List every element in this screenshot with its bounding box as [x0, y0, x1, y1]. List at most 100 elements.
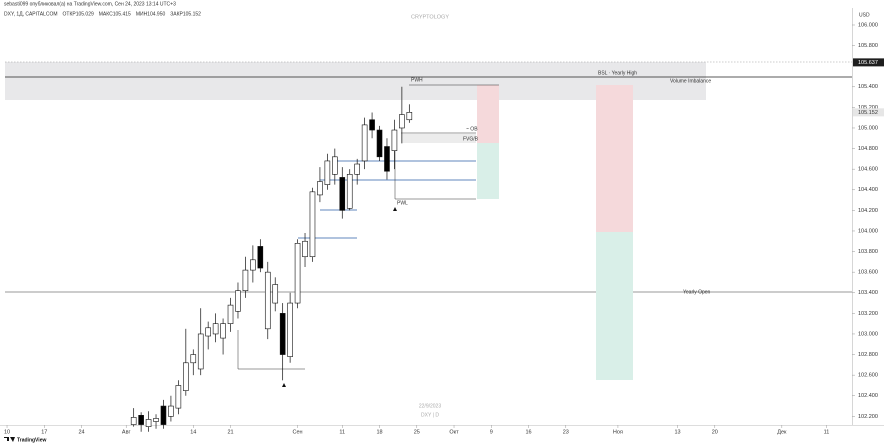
y-tick-label: 105.000 [858, 125, 878, 131]
y-tick-label: 102.200 [858, 414, 878, 420]
candle-body [302, 240, 308, 258]
reward-zone [477, 143, 499, 199]
candle-body [160, 405, 167, 425]
x-tick-label: Ноя [613, 429, 623, 435]
risk-zone [477, 85, 499, 143]
currency: USD [859, 12, 870, 18]
candle-body [205, 327, 211, 337]
x-tick-label: 14 [190, 429, 196, 435]
x-tick-label: 24 [78, 429, 84, 435]
candle-body [361, 124, 368, 162]
candle-body [324, 160, 331, 185]
marker [282, 383, 286, 387]
y-tick-label: 102.600 [858, 373, 878, 379]
candle-body [190, 354, 197, 364]
y-tick-label: 103.000 [858, 331, 878, 337]
symbol-info-item: МАКС105.415 [99, 11, 131, 17]
x-tick-label: 18 [376, 429, 382, 435]
candle-body [227, 304, 234, 324]
y-tick-label: 103.600 [858, 270, 878, 276]
x-tick-label: Сен [293, 429, 303, 435]
candle-body [264, 271, 271, 330]
y-tick-label: 105.200 [858, 105, 878, 111]
x-tick-label: 13 [674, 429, 680, 435]
candle-body [257, 246, 264, 269]
candle-body [130, 417, 137, 425]
price-label: 105.152 [858, 110, 878, 116]
x-tick-label: 11 [339, 429, 345, 435]
candle-body [369, 119, 375, 131]
candle-body [242, 269, 249, 292]
price-label-box [853, 58, 884, 67]
x-tick-label: 17 [41, 429, 47, 435]
candle-body [220, 323, 226, 339]
candle-body [197, 333, 204, 370]
candle-body [272, 284, 279, 304]
symbol-info: DXY, 1Д, CAPITALCOM ОТКР105.029 МАКС105.41… [4, 11, 201, 17]
candle-body [145, 419, 152, 427]
x-tick-label: 25 [414, 429, 420, 435]
candle-body [235, 290, 241, 312]
symbol-info-item: ЗАКР105.152 [170, 11, 201, 17]
header: sebasti099 опубликовал(а) на TradingView… [4, 1, 176, 7]
annotation: FVG/B [463, 136, 479, 142]
annotation: PWH [411, 77, 423, 83]
annotation: BSL · Yearly High [598, 70, 637, 76]
y-tick-label: 104.000 [858, 228, 878, 234]
x-tick-label: Дек [777, 429, 787, 435]
x-tick-label: 10 [4, 429, 10, 435]
candle-body [399, 114, 405, 129]
annotation: PWL [397, 200, 408, 206]
symbol-info-item: DXY, 1Д, CAPITALCOM [4, 11, 58, 17]
reward-zone [596, 232, 633, 380]
x-tick-label: 23 [563, 429, 569, 435]
risk-zone [596, 85, 633, 232]
candle-body [332, 156, 338, 175]
candle-body [212, 323, 219, 335]
x-tick-label: 11 [824, 429, 830, 435]
annotation: Yearly Open [683, 289, 711, 295]
candle-body [317, 181, 323, 196]
footer-date: 22/9/2023 [419, 403, 441, 409]
fvg-zone [401, 134, 476, 143]
candle-body [279, 313, 286, 355]
watermark: CRYPTOLOGY [411, 14, 449, 20]
candle-body [153, 418, 159, 422]
axes: 106.000 105.800 105.400 105.200 105.000 104.8… [4, 22, 884, 435]
y-tick-label: 104.200 [858, 208, 878, 214]
candle-body [406, 112, 413, 121]
logo-icon [4, 437, 15, 442]
x-tick-label: 21 [227, 429, 233, 435]
volume-imbalance-zone [5, 62, 706, 100]
candle-body [287, 302, 293, 357]
candle-body [354, 163, 360, 175]
x-tick-label: 16 [525, 429, 531, 435]
x-tick-label: 9 [490, 429, 493, 435]
candle-body [384, 146, 390, 172]
marker [393, 207, 397, 211]
x-tick-label: Авг [122, 429, 131, 435]
plot [130, 86, 413, 432]
symbol-info-item: МИН104.950 [136, 11, 166, 17]
y-tick-label: 103.800 [858, 249, 878, 255]
candle-body [339, 177, 346, 211]
y-tick-label: 104.400 [858, 187, 878, 193]
price-label: 105.637 [858, 60, 878, 66]
y-tick-label: 104.600 [858, 167, 878, 173]
candle-body [376, 129, 383, 158]
candle-body [168, 405, 174, 417]
footer-symbol: DXY | D [421, 412, 439, 418]
candle-body [391, 129, 398, 151]
y-tick-label: 102.800 [858, 352, 878, 358]
symbol-info-item: ОТКР105.029 [63, 11, 94, 17]
y-tick-label: 105.400 [858, 84, 878, 90]
price-label-box [853, 108, 884, 117]
annotation: Volume Imbalance [670, 78, 711, 84]
x-tick-label: 20 [712, 429, 718, 435]
y-tick-label: 104.800 [858, 146, 878, 152]
x-tick-label: Окт [449, 429, 459, 435]
y-tick-label: 103.400 [858, 290, 878, 296]
annotation: ~ OB [466, 126, 478, 132]
candle-body [294, 243, 301, 304]
